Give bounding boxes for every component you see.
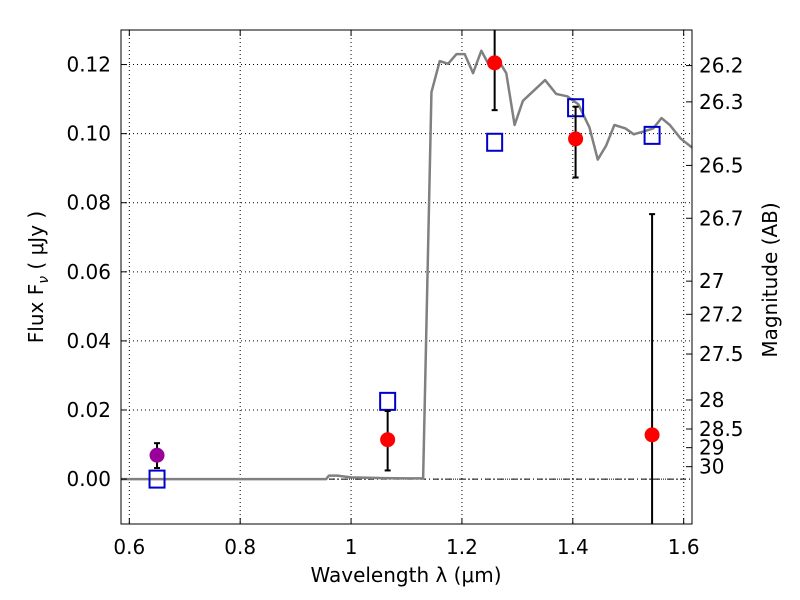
plot-frame <box>120 29 693 525</box>
y-tick-label: 0.10 <box>66 122 111 146</box>
y-tick-label: 0.12 <box>66 53 111 77</box>
axis-ticks: 0.6 0.8 1 1.2 1.4 1.6 0.00 0.02 0.04 0.06 0.08 0.10… <box>66 30 744 559</box>
y-tick-label: 0.00 <box>66 467 111 491</box>
y2-tick-label: 27.5 <box>699 342 744 366</box>
y-axis-title-subscript: ν <box>36 276 52 284</box>
y2-tick-label: 28 <box>699 388 724 412</box>
y2-tick-label: 26.5 <box>699 153 744 177</box>
y2-tick-label: 26.3 <box>699 90 744 114</box>
x-tick-label: 1 <box>345 535 358 559</box>
spectrum-line <box>121 49 693 481</box>
model-spectrum <box>121 49 693 481</box>
x-tick-label: 1.4 <box>557 535 589 559</box>
y-tick-label: 0.06 <box>66 260 111 284</box>
y2-tick-label: 27.2 <box>699 302 744 326</box>
y-tick-label: 0.08 <box>66 191 111 215</box>
x-tick-label: 1.2 <box>446 535 478 559</box>
x-tick-label: 0.8 <box>224 535 256 559</box>
y2-tick-label: 29 <box>699 436 724 460</box>
y-tick-label: 0.04 <box>66 329 111 353</box>
observed-point <box>487 55 503 71</box>
observed-point <box>149 447 165 463</box>
y2-tick-label: 27 <box>699 269 724 293</box>
photometry-points <box>148 30 661 524</box>
model-square-marker <box>148 469 166 489</box>
y-axis-title-main: Flux F <box>24 284 48 343</box>
x-tick-label: 1.6 <box>668 535 700 559</box>
y2-axis-title: Magnitude (AB) <box>758 202 782 357</box>
y2-tick-label: 28.5 <box>699 417 744 441</box>
model-square-marker <box>643 125 661 145</box>
x-axis-title: Wavelength λ (μm) <box>310 563 501 587</box>
observed-point <box>568 131 584 147</box>
model-square-marker <box>379 391 397 411</box>
y2-tick-label: 26.2 <box>699 54 744 78</box>
observed-point <box>380 432 396 448</box>
y2-tick-label: 26.7 <box>699 206 744 230</box>
plot-area <box>121 30 692 524</box>
y2-tick-label: 30 <box>699 455 724 479</box>
y-axis-title: Flux Fν ( μJy ) <box>24 211 52 343</box>
x-tick-label: 0.6 <box>113 535 145 559</box>
model-square-marker <box>486 132 504 152</box>
observed-point <box>644 427 660 443</box>
y-axis-title-unit: ( μJy ) <box>24 211 48 276</box>
y-tick-label: 0.02 <box>66 398 111 422</box>
